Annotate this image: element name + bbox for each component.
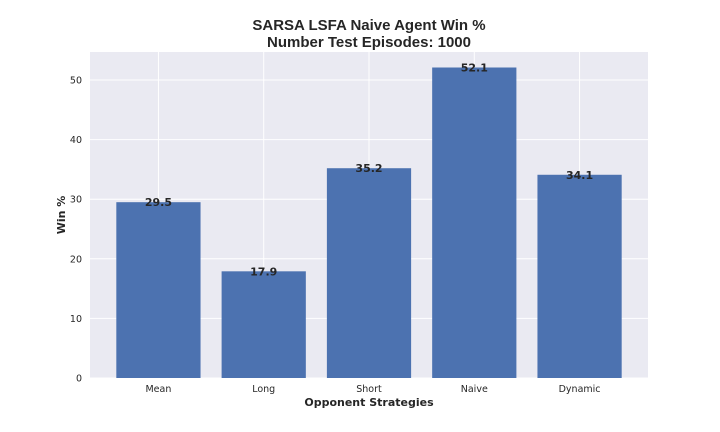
x-tick-label-dynamic: Dynamic: [559, 384, 601, 395]
x-tick-label-short: Short: [356, 384, 382, 395]
x-tick-labels: Mean Long Short Naive Dynamic: [145, 384, 600, 395]
data-labels: 29.5 17.9 35.2 52.1 34.1: [145, 61, 593, 278]
x-tick-label-long: Long: [252, 384, 275, 395]
bar-dynamic: [537, 174, 622, 378]
bar-short: [326, 168, 412, 378]
data-label-dynamic: 34.1: [566, 169, 593, 182]
data-label-mean: 29.5: [145, 196, 172, 209]
y-tick-label: 20: [70, 254, 82, 265]
bars: [116, 67, 622, 379]
chart-subtitle: Number Test Episodes: 1000: [267, 34, 471, 51]
y-tick-label: 30: [70, 195, 82, 206]
y-tick-label: 10: [70, 314, 82, 325]
x-tick-label-mean: Mean: [145, 384, 171, 395]
x-axis-label: Opponent Strategies: [304, 396, 434, 409]
data-label-short: 35.2: [355, 162, 382, 175]
y-tick-label: 0: [76, 374, 82, 385]
chart-title: SARSA LSFA Naive Agent Win %: [252, 17, 485, 34]
bar-mean: [116, 202, 201, 378]
data-label-long: 17.9: [250, 265, 277, 278]
bar-long: [221, 271, 306, 378]
x-tick-label-naive: Naive: [461, 384, 488, 395]
y-tick-label: 50: [70, 76, 82, 87]
y-tick-labels: 0 10 20 30 40 50: [70, 76, 82, 385]
bar-naive: [432, 67, 517, 379]
data-label-naive: 52.1: [461, 61, 488, 74]
y-axis-label: Win %: [55, 196, 68, 235]
y-tick-label: 40: [70, 135, 82, 146]
